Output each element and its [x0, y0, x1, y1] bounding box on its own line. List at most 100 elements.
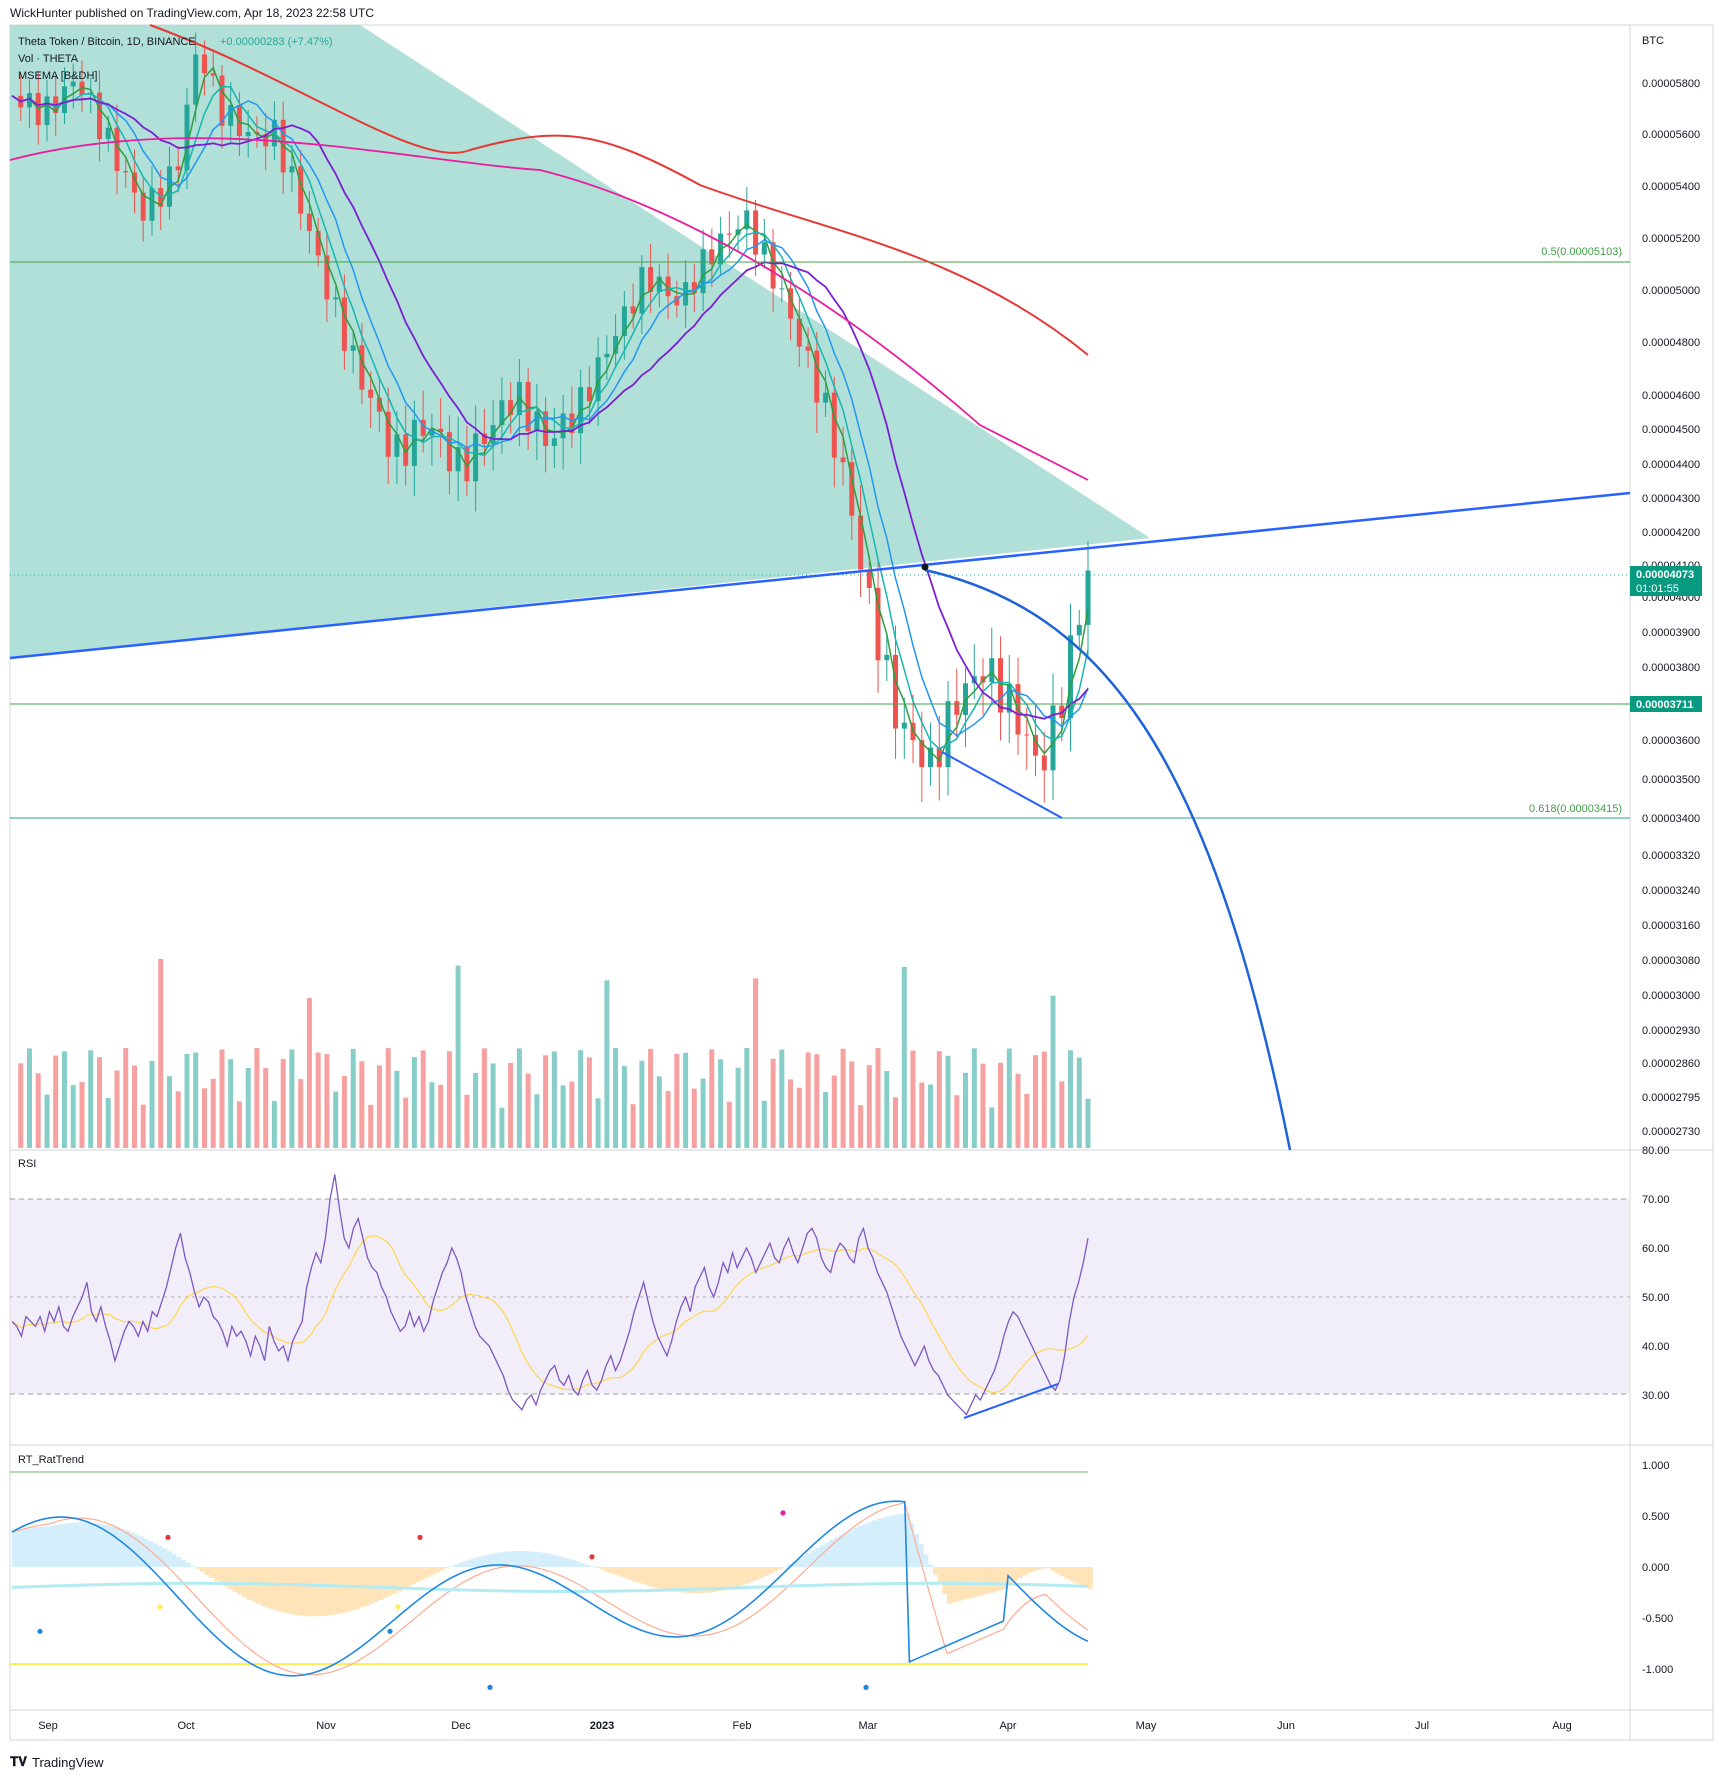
rsi-moving-average-line: [11, 1235, 1089, 1394]
candle-body: [823, 392, 829, 403]
ratrend-area-bar: [373, 1567, 379, 1602]
volume-bar: [543, 1055, 549, 1148]
ratrend-area-bar: [1078, 1567, 1084, 1586]
support-price-label: 0.00003711: [1636, 699, 1694, 711]
candle-body: [569, 413, 575, 434]
candle-body: [761, 242, 767, 255]
ratrend-area-bar: [890, 1515, 896, 1567]
ratrend-area-bar: [1041, 1567, 1046, 1569]
ratrend-area-bar: [491, 1553, 497, 1567]
candle-body: [105, 127, 111, 140]
ratrend-area-bar: [575, 1561, 581, 1567]
candle-body: [324, 255, 330, 300]
volume-bar: [35, 1073, 41, 1148]
bar-countdown-label: 01:01:55: [1636, 583, 1679, 595]
ratrend-tick-label: -1.000: [1642, 1664, 1673, 1676]
ratrend-area-bar: [44, 1526, 50, 1567]
ratrend-signal-dot: [387, 1628, 393, 1634]
volume-bar: [499, 1107, 505, 1148]
volume-bar: [464, 1094, 470, 1148]
ascending-trend-line[interactable]: [9, 491, 1631, 660]
ratrend-area-bar: [416, 1567, 421, 1582]
volume-bar: [1050, 995, 1056, 1148]
volume-bar: [954, 1095, 960, 1148]
price-tick-label: 0.00002730: [1642, 1126, 1700, 1138]
ratrend-area-bar: [683, 1567, 689, 1593]
ratrend-area-bar: [120, 1529, 125, 1567]
candle-body: [193, 54, 199, 105]
candle-body: [359, 345, 365, 390]
volume-bar: [700, 1078, 706, 1148]
ratrend-area-bar: [505, 1551, 511, 1567]
time-tick-label: Jun: [1277, 1720, 1295, 1732]
rsi-divergence-line[interactable]: [963, 1383, 1059, 1419]
candle-body: [814, 350, 820, 403]
candle-body: [341, 297, 347, 351]
ratrend-area-bar: [979, 1567, 985, 1596]
volume-bar: [840, 1048, 846, 1148]
volume-bar: [88, 1050, 94, 1148]
price-tick-label: 0.00003900: [1642, 627, 1700, 639]
ratrend-area-bar: [1050, 1567, 1056, 1571]
ratrend-area-bar: [228, 1567, 233, 1590]
volume-bar: [140, 1104, 146, 1148]
volume-bar: [595, 1098, 601, 1148]
volume-bar: [289, 1049, 295, 1148]
last-price-badge: [1630, 566, 1702, 596]
volume-bar: [893, 1097, 898, 1148]
ratrend-signal-dot: [780, 1510, 786, 1516]
ratrend-area-bar: [557, 1556, 562, 1567]
volume-bar: [438, 1084, 444, 1148]
candle-body: [114, 127, 120, 171]
volume-bar: [18, 1063, 24, 1148]
volume-bar: [998, 1062, 1003, 1148]
candle-body: [97, 92, 102, 140]
ratrend-area-bar: [984, 1567, 990, 1594]
candle-body: [333, 297, 339, 300]
candle-body: [849, 462, 855, 516]
ratrend-area-bar: [763, 1567, 769, 1576]
ratrend-area-bar: [317, 1567, 323, 1617]
ratrend-area-bar: [867, 1522, 872, 1567]
volume-bar: [936, 1051, 942, 1148]
ratrend-area-bar: [594, 1567, 600, 1568]
candle-body: [350, 345, 356, 351]
ratrend-area-bar: [331, 1567, 337, 1615]
volume-bar: [184, 1053, 190, 1148]
volume-bar: [884, 1071, 890, 1148]
ratrend-area-bar: [886, 1516, 891, 1567]
volume-bar: [525, 1073, 531, 1148]
time-tick-label: Jul: [1415, 1720, 1429, 1732]
ratrend-signal-dot: [157, 1604, 163, 1610]
moving-averages: [9, 24, 1089, 762]
time-tick-label: Feb: [733, 1720, 752, 1732]
ratrend-area-bar: [463, 1561, 468, 1567]
candle-body: [928, 747, 933, 768]
legend-msema: MSEMA [B&DH]: [18, 70, 97, 82]
ratrend-area-bar: [345, 1567, 351, 1612]
ratrend-area-bar: [138, 1536, 144, 1567]
ratrend-area-bar: [115, 1527, 121, 1567]
volume-bar: [919, 1082, 925, 1148]
volume-bar: [569, 1081, 575, 1148]
rsi-tick-label: 60.00: [1642, 1243, 1670, 1255]
ratrend-area-bar: [77, 1522, 83, 1567]
candle-body: [149, 188, 155, 221]
rsi-tick-label: 50.00: [1642, 1292, 1670, 1304]
ratrend-area-bar: [336, 1567, 341, 1614]
ratrend-area-bar: [496, 1552, 501, 1567]
candle-body: [1076, 624, 1082, 636]
price-tick-label: 0.00005800: [1642, 78, 1700, 90]
price-tick-label: 0.00003600: [1642, 735, 1700, 747]
ratrend-area-bar: [547, 1554, 553, 1567]
ratrend-area-bar: [326, 1567, 332, 1616]
time-tick-label: Sep: [38, 1720, 58, 1732]
parabolic-curve-drawing[interactable]: [924, 568, 1292, 1151]
descending-triangle-drawing[interactable]: [10, 25, 1150, 658]
ratrend-area-bar: [397, 1567, 403, 1592]
pivot-dot: [921, 563, 929, 571]
ratrend-area-bar: [406, 1567, 412, 1587]
candle-body: [866, 569, 872, 588]
price-falling-wedge-line[interactable]: [941, 751, 1063, 819]
